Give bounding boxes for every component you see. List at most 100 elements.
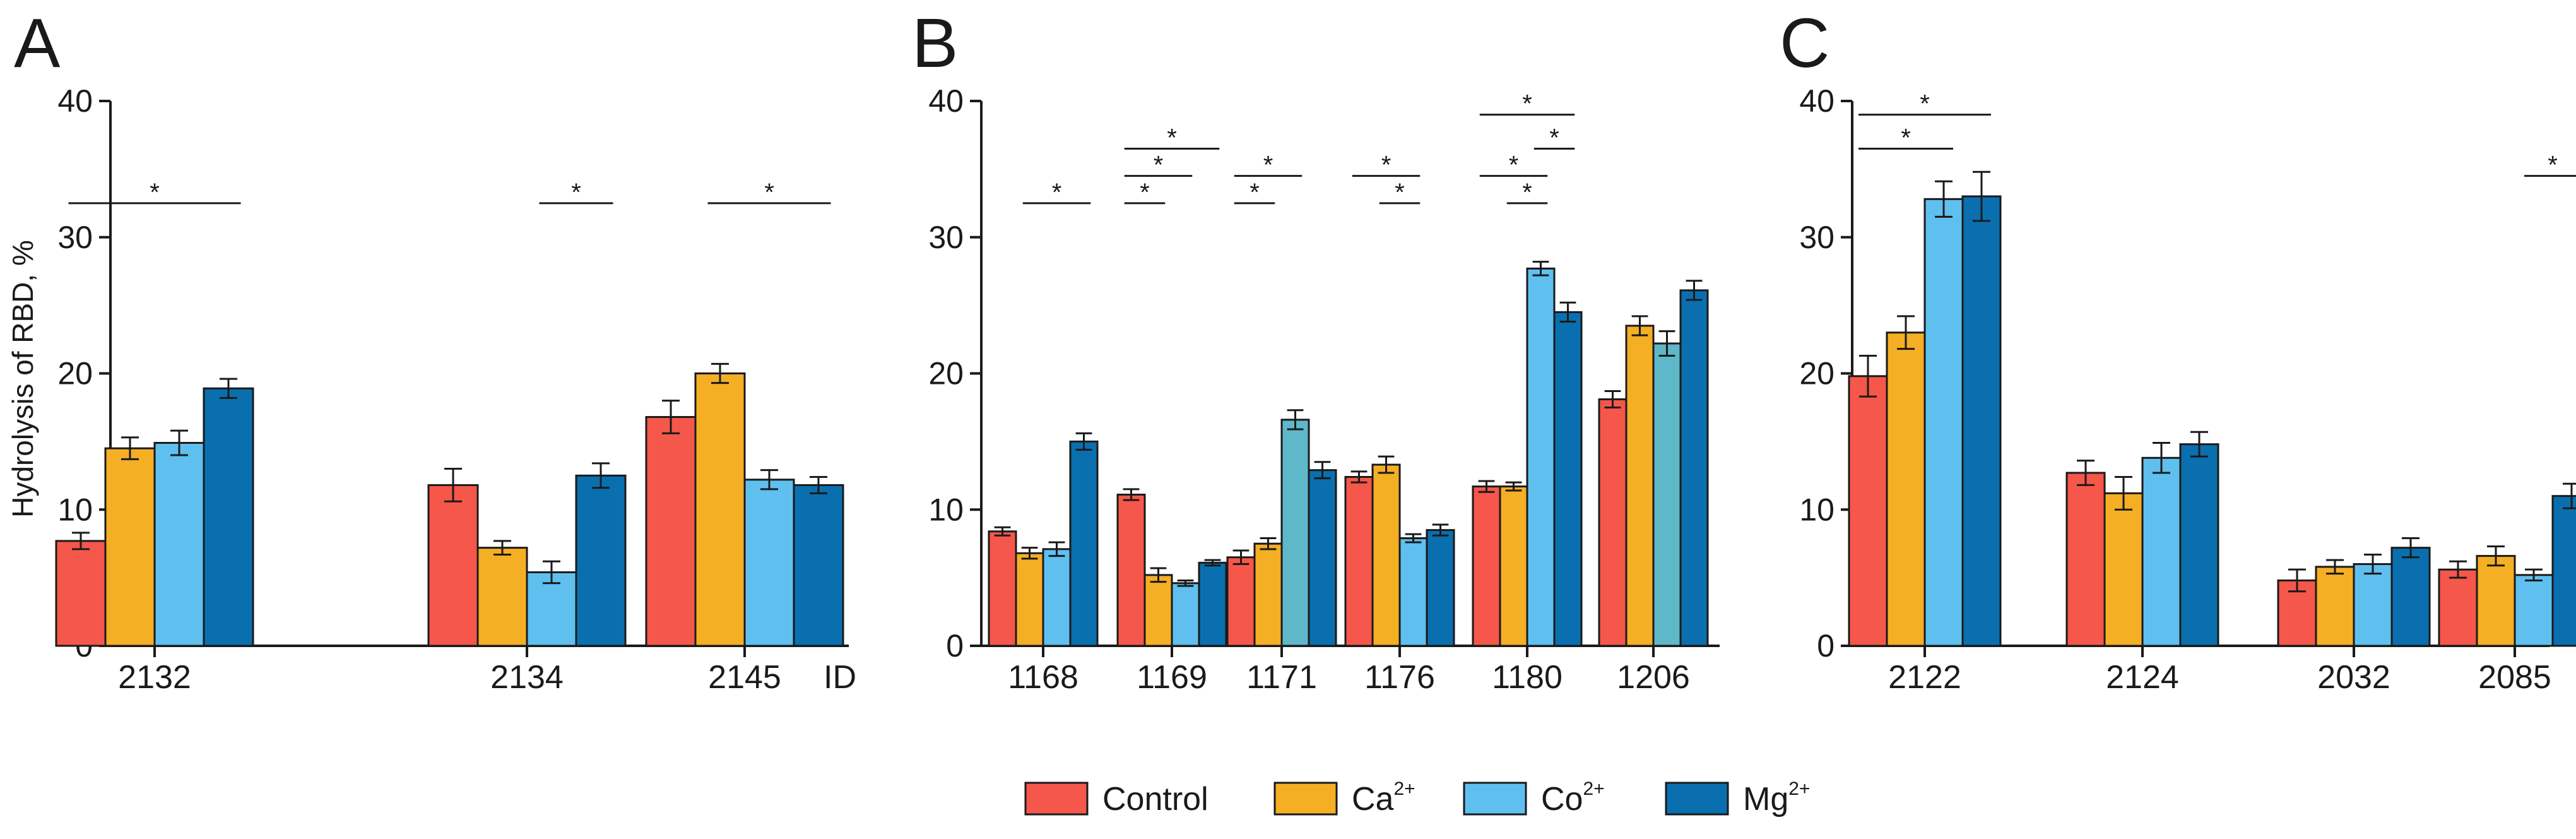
bar: [2514, 574, 2554, 647]
bar: [1253, 542, 1283, 647]
x-tick-label: 1206: [1617, 659, 1690, 696]
legend-label: Co2+: [1541, 778, 1605, 818]
bar: [1042, 548, 1072, 647]
bar: [1069, 440, 1099, 647]
legend-label: Control: [1102, 781, 1208, 818]
bar: [427, 484, 479, 647]
x-tick-label: 2132: [118, 659, 191, 696]
bar: [1598, 398, 1628, 647]
bar: [2551, 495, 2576, 647]
significance-star: *: [1901, 124, 1911, 152]
bar: [203, 387, 254, 647]
bar: [2315, 566, 2355, 647]
significance-star: *: [1522, 90, 1532, 118]
significance-star: *: [1395, 179, 1405, 206]
panel-c-chart: 0 10 20 30 40 2122 2124 2032 2085 * * *: [1799, 83, 2576, 696]
x-axis-label-a: ID: [824, 659, 856, 696]
x-tick-label: 2032: [2317, 659, 2390, 696]
significance-star: *: [1263, 152, 1273, 179]
y-tick-label: 0: [1817, 628, 1835, 663]
x-tick-label: 2122: [1888, 659, 1961, 696]
bar: [694, 372, 746, 647]
significance-star: *: [764, 179, 774, 206]
y-tick-label: 10: [57, 492, 93, 527]
bar: [2353, 563, 2393, 647]
y-tick-label: 30: [57, 220, 93, 255]
bar: [1625, 324, 1655, 647]
bar: [988, 530, 1017, 647]
bar: [1848, 375, 1888, 647]
bar: [1499, 485, 1528, 647]
x-tick-label: 1176: [1364, 659, 1435, 696]
x-tick-label: 1168: [1008, 659, 1078, 696]
y-tick-label: 20: [928, 356, 964, 391]
panel-label-a: A: [14, 4, 61, 82]
x-tick-label: 2145: [708, 659, 781, 696]
legend-swatch: [1463, 782, 1527, 816]
bar: [575, 474, 627, 647]
bar: [1171, 582, 1200, 647]
y-tick-label: 30: [1799, 220, 1835, 255]
panel-a-chart: 010203040213221342145***: [55, 83, 849, 696]
bar: [2476, 555, 2516, 647]
bar: [2179, 443, 2219, 647]
bar: [1526, 267, 1556, 647]
bar: [476, 547, 528, 647]
bar: [2390, 547, 2431, 647]
legend-label: Ca2+: [1352, 778, 1415, 818]
bar: [1308, 469, 1337, 647]
bar: [743, 479, 795, 647]
bar: [1398, 537, 1428, 647]
significance-star: *: [571, 179, 581, 206]
bar: [1371, 463, 1401, 647]
significance-star: *: [1154, 152, 1164, 179]
panel-label-b: B: [912, 4, 958, 82]
bar: [1886, 331, 1926, 647]
x-tick-label: 1169: [1137, 659, 1207, 696]
y-tick-label: 10: [928, 492, 964, 527]
bar: [1198, 561, 1227, 647]
x-tick-label: 2085: [2478, 659, 2551, 696]
bar: [1143, 574, 1173, 647]
bar: [1116, 494, 1146, 647]
bar: [1679, 289, 1709, 647]
bar: [1344, 475, 1374, 647]
bar: [2065, 472, 2106, 647]
legend-swatch: [1024, 782, 1089, 816]
legend-swatch: [1665, 782, 1729, 816]
y-tick-label: 20: [1799, 356, 1835, 391]
significance-star: *: [1522, 179, 1532, 206]
significance-star: *: [1167, 124, 1177, 152]
panel-label-c: C: [1780, 4, 1829, 82]
y-tick-label: 40: [1799, 83, 1835, 119]
bar: [2438, 568, 2478, 647]
y-tick-label: 0: [946, 628, 964, 663]
significance-star: *: [1052, 179, 1062, 206]
x-tick-label: 2134: [490, 659, 564, 696]
significance-star: *: [1381, 152, 1391, 179]
bar: [1472, 485, 1501, 647]
significance-star: *: [1250, 179, 1260, 206]
y-axis-title: Hydrolysis of RBD, %: [6, 240, 39, 518]
bar: [2103, 492, 2144, 647]
y-tick-label: 40: [57, 83, 93, 119]
y-tick-label: 30: [928, 220, 964, 255]
bar: [1015, 552, 1044, 647]
significance-star: *: [1140, 179, 1150, 206]
bar: [153, 442, 205, 647]
significance-star: *: [2548, 152, 2558, 179]
bar: [1226, 556, 1256, 647]
significance-star: *: [1549, 124, 1559, 152]
bar: [55, 540, 107, 647]
x-tick-label: 1171: [1246, 659, 1317, 696]
x-tick-label: 1180: [1492, 659, 1563, 696]
y-tick-label: 10: [1799, 492, 1835, 527]
bar: [1553, 311, 1583, 647]
bar: [1426, 529, 1455, 647]
significance-star: *: [1509, 152, 1519, 179]
bar: [1961, 195, 2002, 647]
legend-swatch: [1273, 782, 1338, 816]
legend: Control Ca2+ Co2+ Mg2+: [1024, 778, 1810, 818]
